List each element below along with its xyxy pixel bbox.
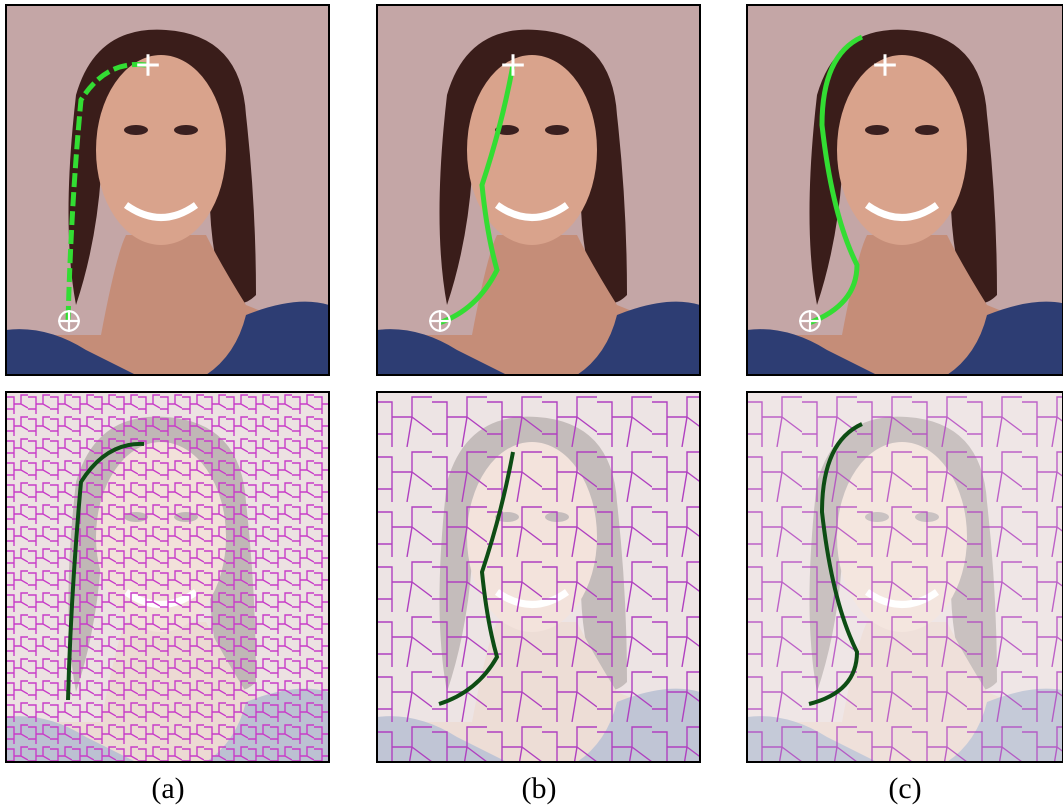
panels xyxy=(0,0,1063,765)
caption: (c) xyxy=(845,772,965,806)
caption: (b) xyxy=(479,772,599,806)
panel-c-top xyxy=(747,5,1063,375)
figure: (a) (b) (c) xyxy=(0,0,1063,812)
panel-c-bottom xyxy=(747,392,1063,762)
panel-a-bottom xyxy=(6,392,329,762)
panel-a-top xyxy=(6,5,329,375)
caption: (a) xyxy=(108,772,228,806)
panel-b-bottom xyxy=(377,392,700,762)
panel-b-top xyxy=(377,5,700,375)
